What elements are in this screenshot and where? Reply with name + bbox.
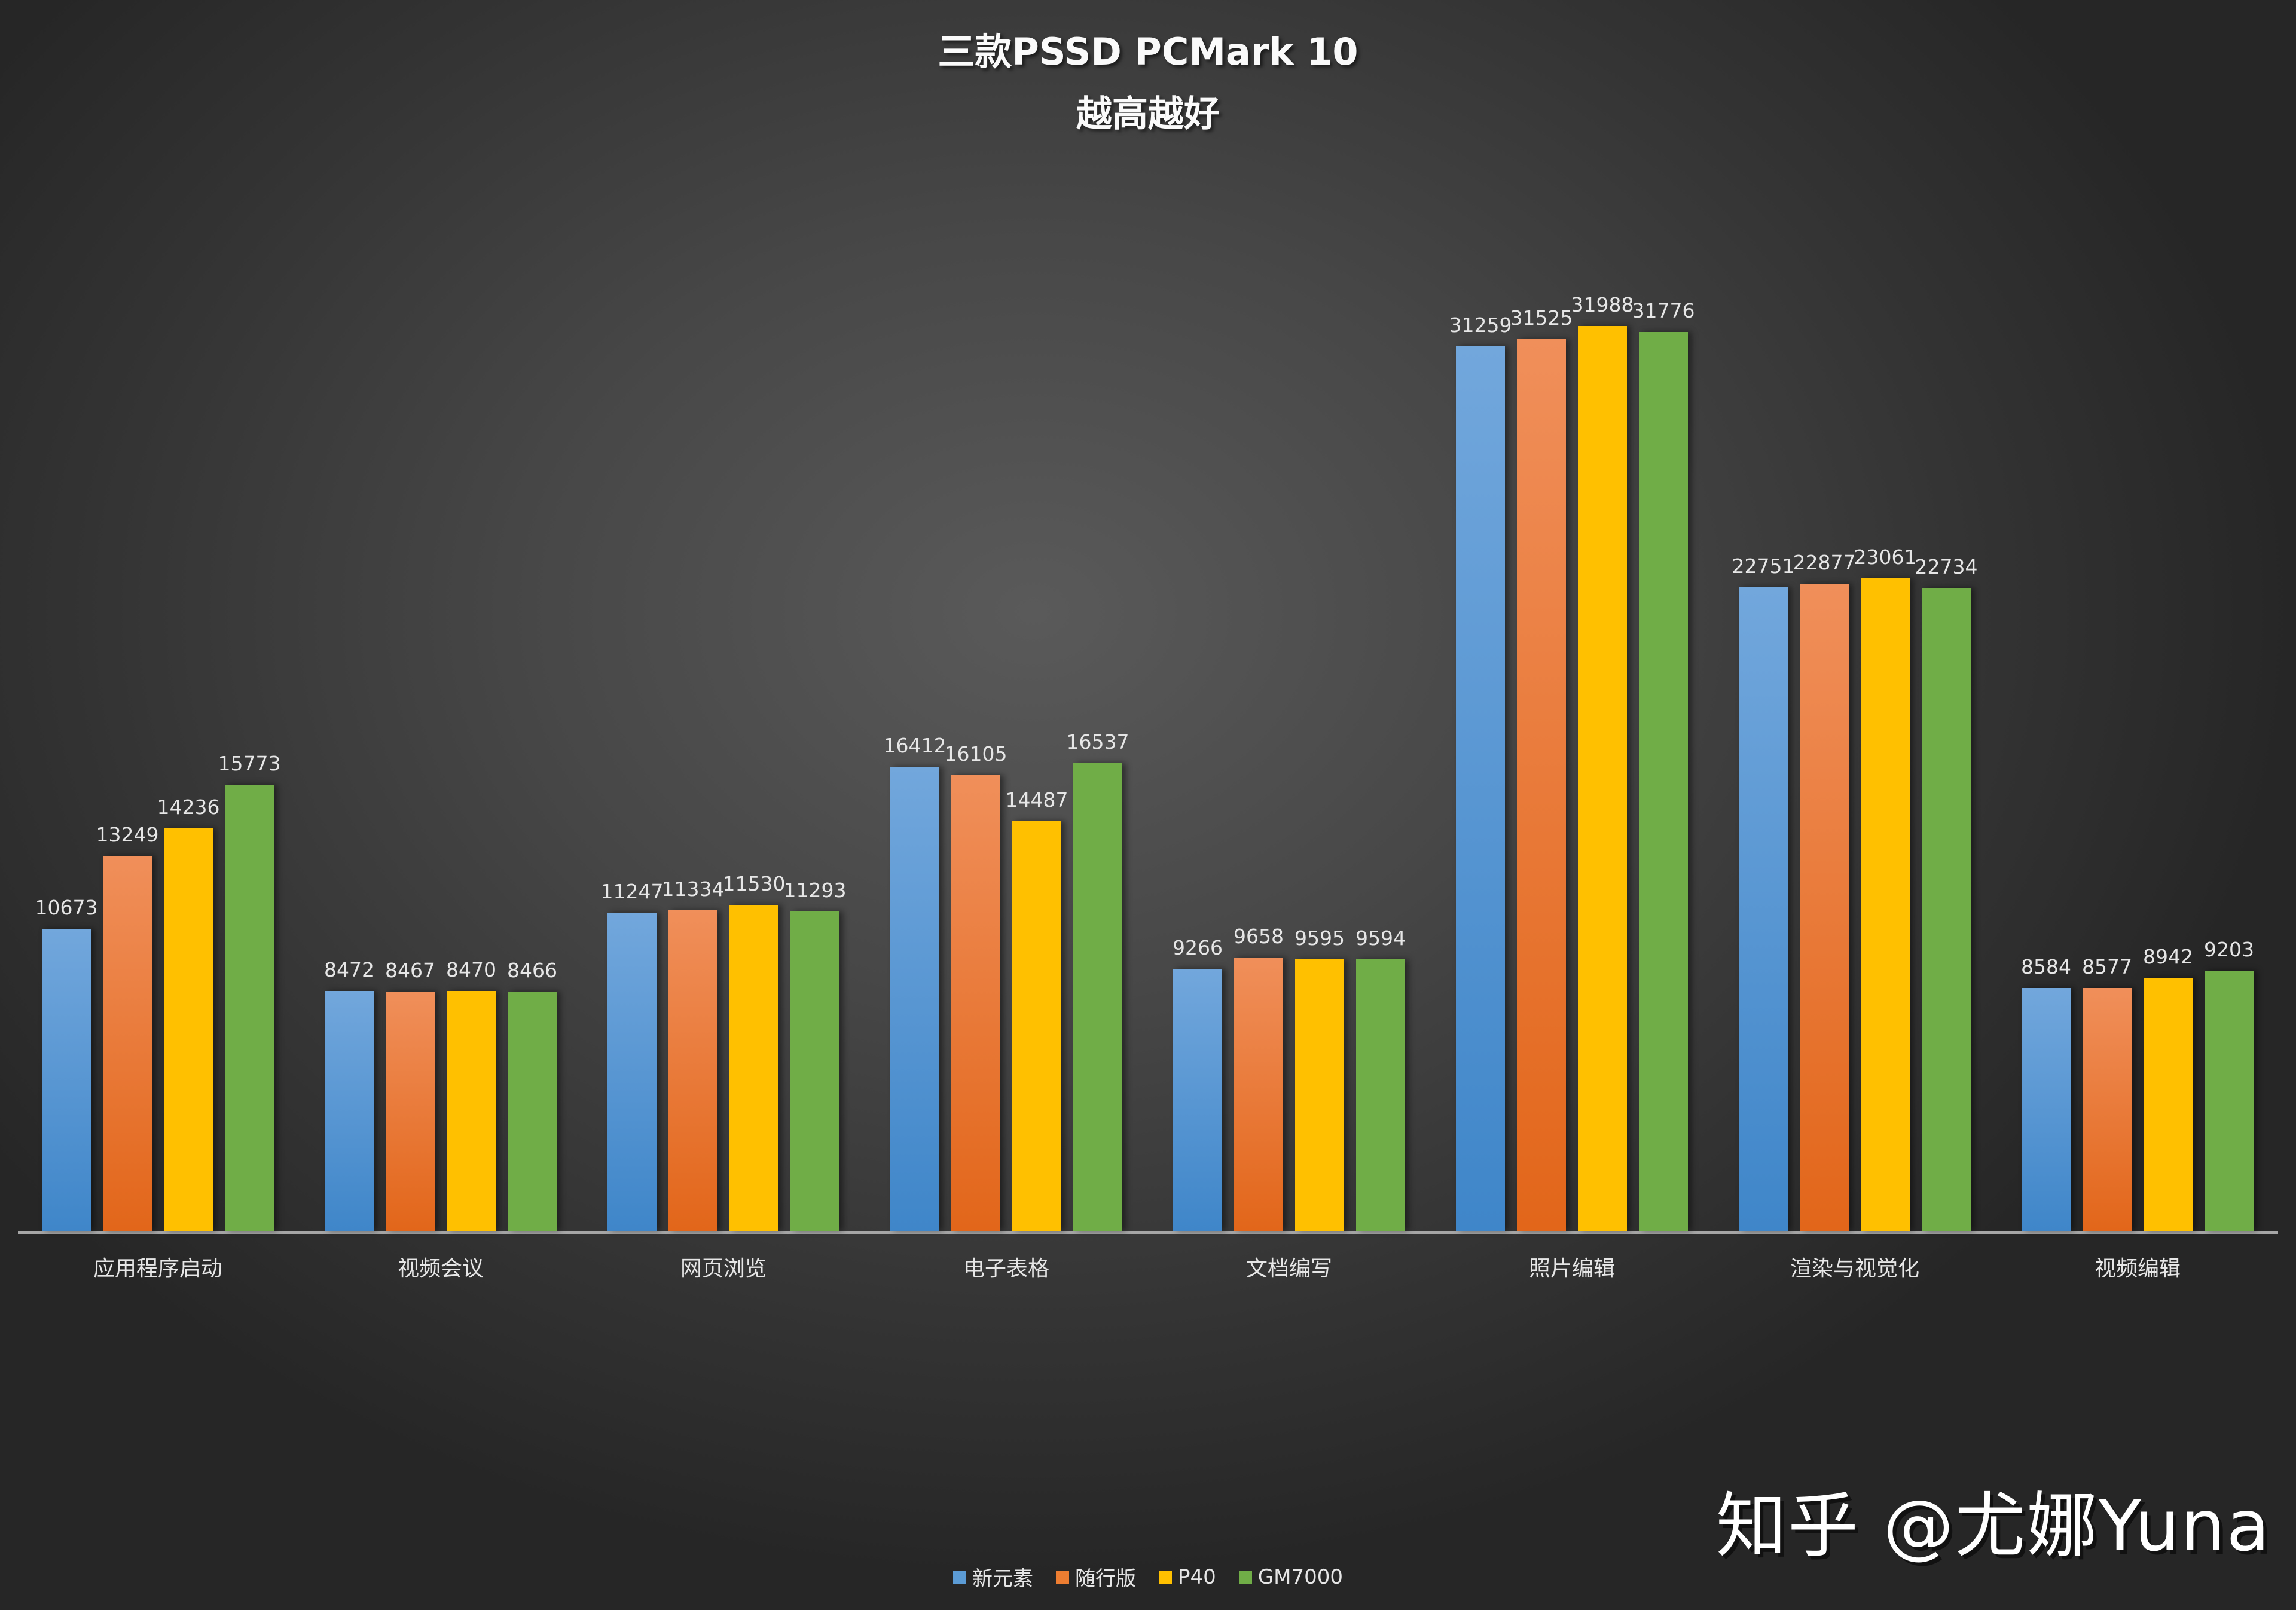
bar <box>42 929 91 1231</box>
data-label: 11293 <box>783 879 847 902</box>
data-label: 9594 <box>1355 926 1406 950</box>
bar <box>1800 584 1849 1231</box>
legend-label: 新元素 <box>972 1567 1033 1591</box>
bar <box>1234 958 1283 1231</box>
bar <box>1456 346 1505 1231</box>
x-axis-line <box>18 1231 2278 1234</box>
bar <box>386 992 435 1231</box>
bar <box>1012 821 1061 1231</box>
data-label: 22751 <box>1732 554 1795 578</box>
data-label: 13249 <box>96 823 159 846</box>
bar <box>1073 763 1122 1231</box>
data-label: 11334 <box>661 877 725 901</box>
legend-item: 新元素 <box>953 1562 1033 1591</box>
data-label: 9658 <box>1234 925 1284 948</box>
data-label: 8466 <box>507 959 557 982</box>
bar <box>890 767 939 1231</box>
category-label: 渲染与视觉化 <box>1790 1257 1919 1281</box>
bar <box>951 775 1000 1231</box>
bar <box>103 856 152 1231</box>
data-label: 22734 <box>1915 555 1978 578</box>
bar <box>1639 332 1688 1231</box>
bar <box>668 910 718 1231</box>
data-label: 8472 <box>324 958 374 981</box>
data-label: 31259 <box>1449 313 1512 337</box>
bar <box>1739 587 1788 1231</box>
data-label: 8467 <box>385 959 435 982</box>
bar <box>729 905 778 1231</box>
category-label: 应用程序启动 <box>93 1257 222 1281</box>
bar <box>325 991 374 1231</box>
data-label: 22877 <box>1793 551 1856 574</box>
data-label: 8584 <box>2021 955 2071 978</box>
data-label: 9595 <box>1294 926 1345 950</box>
legend-swatch-icon <box>953 1570 966 1584</box>
data-label: 16537 <box>1066 730 1129 754</box>
legend-label: P40 <box>1178 1565 1216 1589</box>
bar <box>1517 339 1566 1231</box>
bar <box>1922 588 1971 1231</box>
category-label: 文档编写 <box>1245 1257 1332 1281</box>
bar <box>447 991 496 1231</box>
bar <box>1861 578 1910 1231</box>
data-label: 15773 <box>218 752 281 775</box>
data-label: 16105 <box>944 742 1007 766</box>
bar <box>508 992 557 1231</box>
bar <box>790 911 839 1231</box>
legend-swatch-icon <box>1056 1570 1069 1584</box>
bar <box>225 785 274 1231</box>
chart-subtitle: 越高越好 <box>1076 93 1220 135</box>
chart-title: 三款PSSD PCMark 10 <box>938 30 1358 74</box>
data-label: 31988 <box>1571 293 1634 316</box>
bar <box>1578 326 1627 1231</box>
legend-swatch-icon <box>1159 1570 1172 1584</box>
data-label: 8942 <box>2143 945 2193 968</box>
data-label: 10673 <box>35 896 98 919</box>
category-label: 视频会议 <box>397 1257 484 1281</box>
bar <box>1173 969 1222 1231</box>
category-label: 网页浏览 <box>680 1257 767 1281</box>
legend: 新元素 随行版 P40 GM7000 <box>0 1562 2296 1591</box>
data-label: 16412 <box>883 734 947 757</box>
data-label: 8470 <box>446 958 496 981</box>
data-label: 31776 <box>1632 299 1695 322</box>
data-label: 9203 <box>2204 938 2254 961</box>
legend-label: GM7000 <box>1257 1565 1343 1589</box>
bar <box>2205 971 2254 1231</box>
legend-item: 随行版 <box>1056 1562 1136 1591</box>
bar <box>2144 978 2193 1231</box>
category-label: 照片编辑 <box>1528 1257 1615 1281</box>
data-label: 9266 <box>1173 936 1223 959</box>
category-label: 电子表格 <box>963 1257 1049 1281</box>
bar <box>2022 988 2071 1231</box>
bar <box>1295 959 1344 1231</box>
data-label: 14236 <box>157 795 220 819</box>
legend-label: 随行版 <box>1075 1567 1136 1591</box>
legend-item: P40 <box>1159 1565 1216 1589</box>
bar <box>2083 988 2132 1231</box>
category-label: 视频编辑 <box>2094 1257 2181 1281</box>
bar <box>607 913 657 1231</box>
bar <box>164 828 213 1231</box>
data-label: 31525 <box>1510 306 1573 330</box>
data-label: 14487 <box>1005 788 1068 812</box>
data-label: 8577 <box>2082 955 2132 978</box>
legend-item: GM7000 <box>1238 1565 1343 1589</box>
data-label: 11247 <box>600 880 664 903</box>
watermark: 知乎 @尤娜Yuna <box>1716 1484 2271 1567</box>
data-label: 23061 <box>1854 545 1917 569</box>
data-label: 11530 <box>722 872 786 895</box>
legend-swatch-icon <box>1238 1570 1252 1584</box>
bar <box>1356 959 1405 1231</box>
